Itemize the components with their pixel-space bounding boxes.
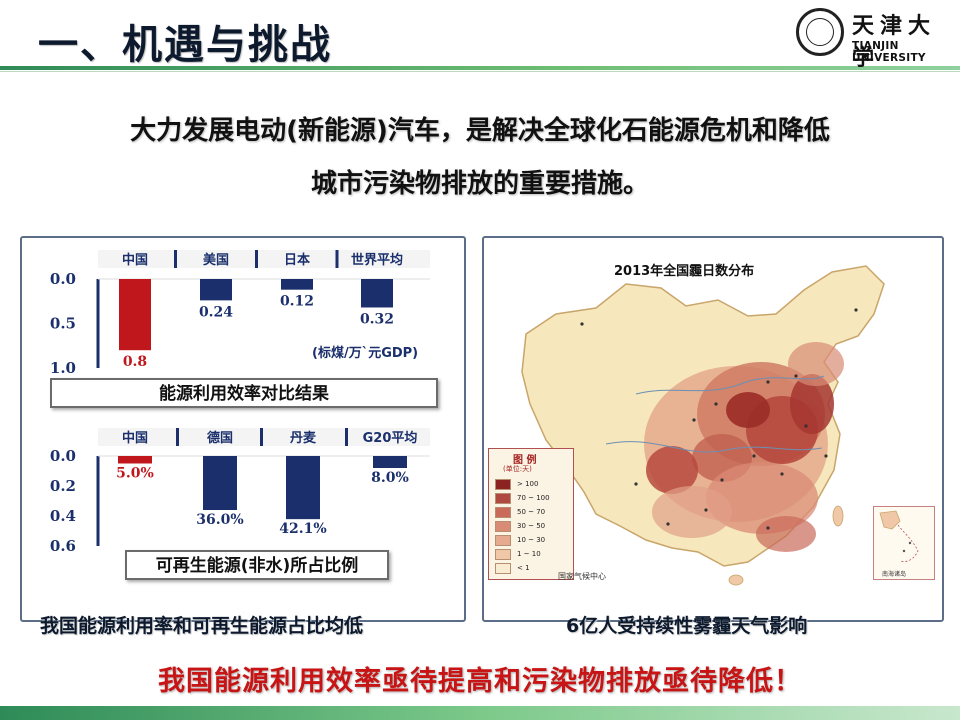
bar (281, 279, 313, 290)
slide-title: 一、机遇与挑战 (38, 22, 332, 68)
efficiency-caption: 能源利用效率对比结果 (50, 378, 438, 408)
conclusion-text: 我国能源利用效率亟待提高和污染物排放亟待降低！ (158, 666, 802, 697)
bar (286, 456, 320, 520)
bar (361, 279, 393, 308)
title-underline (0, 66, 960, 70)
value-label: 5.0% (116, 466, 154, 482)
map-legend: 图 例 (单位:天) > 100 70 ~ 100 50 ~ 70 30 ~ 50 10… (488, 448, 574, 580)
inset-label: 南海诸岛 (882, 571, 907, 578)
bar (118, 456, 152, 464)
legend-swatch (495, 507, 511, 518)
legend-swatch (495, 479, 511, 490)
map-source: 国家气候中心 (558, 572, 606, 581)
legend-swatch (495, 563, 511, 574)
tick-label: 0.0 (50, 447, 76, 465)
value-label: 36.0% (196, 512, 243, 528)
university-logo: 天津大学 TIANJIN UNIVERSITY (796, 6, 956, 71)
tick-label: 0.2 (50, 477, 76, 495)
legend-swatch (495, 549, 511, 560)
legend-swatch (495, 535, 511, 546)
legend-label: 1 ~ 10 (517, 550, 541, 558)
value-label: 0.8 (123, 354, 147, 370)
category-label: 中国 (122, 252, 148, 268)
headline-line-2: 城市污染物排放的重要措施。 (310, 169, 649, 199)
value-label: 8.0% (371, 470, 409, 486)
bar (203, 456, 237, 510)
tick-label: 0.4 (50, 507, 76, 525)
south-china-sea-inset: 南海诸岛 (873, 506, 935, 580)
legend-title: 图 例 (513, 455, 537, 466)
bar (200, 279, 232, 301)
category-label: 中国 (122, 430, 148, 446)
university-seal-icon (796, 8, 844, 56)
legend-swatch (495, 521, 511, 532)
category-label: 德国 (207, 430, 233, 446)
value-label: 0.24 (199, 304, 233, 320)
category-label: G20平均 (363, 430, 418, 446)
bar (373, 456, 407, 468)
legend-label: 50 ~ 70 (517, 508, 546, 516)
legend-label: 30 ~ 50 (517, 522, 546, 530)
headline-line-1: 大力发展电动(新能源)汽车，是解决全球化石能源危机和降低 (130, 116, 830, 146)
value-label: 42.1% (279, 521, 326, 537)
category-label: 美国 (203, 252, 229, 268)
category-label: 日本 (284, 252, 310, 268)
bottom-accent-bar (0, 706, 960, 720)
legend-swatch (495, 493, 511, 504)
legend-label: 10 ~ 30 (517, 536, 546, 544)
value-label: 0.32 (360, 311, 394, 327)
category-label: 世界平均 (351, 252, 403, 268)
logo-english-name: TIANJIN UNIVERSITY (852, 40, 926, 64)
logo-chinese-name: 天津大学 (852, 13, 937, 71)
value-label: 0.12 (280, 294, 314, 310)
legend-unit: (单位:天) (503, 465, 532, 473)
right-footer: 6亿人受持续性雾霾天气影响 (566, 615, 808, 637)
tick-label: 1.0 (50, 359, 76, 377)
tick-label: 0.5 (50, 315, 76, 333)
map-title: 2013年全国霾日数分布 (614, 264, 755, 279)
china-haze-map-svg (521, 265, 885, 586)
category-label: 丹麦 (290, 430, 317, 446)
left-footer: 我国能源利用率和可再生能源占比均低 (40, 615, 364, 637)
charts-canvas: 0.0 0.5 1.0 中国 0.8 美国 0.24 日本 0.12 世界平均 0.32 0.0 0.2… (50, 250, 430, 555)
unit-note: (标煤/万`元GDP) (312, 345, 418, 361)
tick-label: 0.0 (50, 270, 76, 288)
title-underline-thin (0, 71, 960, 72)
tick-label: 0.6 (50, 537, 76, 555)
category-header (98, 250, 430, 268)
legend-label: 70 ~ 100 (517, 494, 550, 502)
bar (119, 279, 151, 351)
legend-label: < 1 (517, 564, 530, 572)
legend-label: > 100 (517, 480, 539, 488)
renewable-caption: 可再生能源(非水)所占比例 (125, 550, 389, 580)
